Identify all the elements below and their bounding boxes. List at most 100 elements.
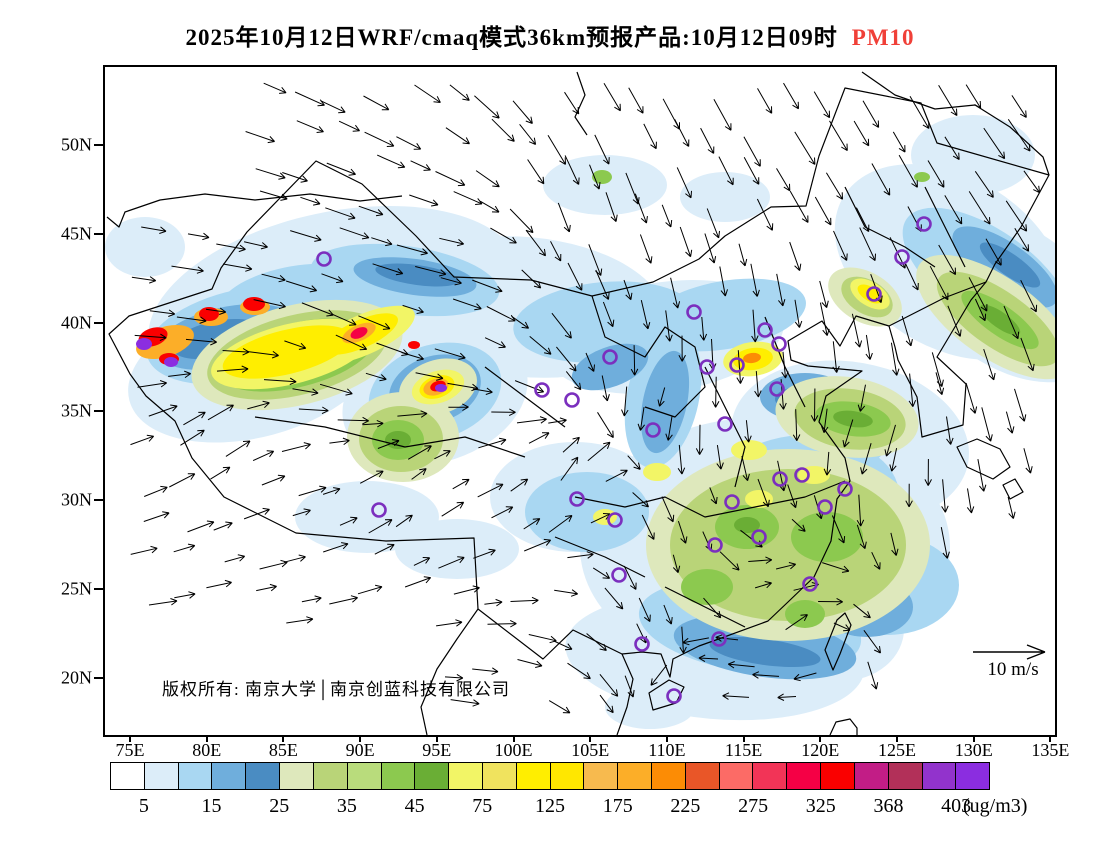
copyright-text: 版权所有: 南京大学│南京创蓝科技有限公司 — [162, 680, 511, 699]
lon-tick-mark — [359, 735, 362, 742]
lon-tick-label: 80E — [192, 740, 222, 760]
wind-arrow — [448, 403, 469, 411]
contour-blob — [745, 490, 773, 508]
wind-arrow — [449, 84, 470, 101]
coastline-path — [1002, 478, 1024, 500]
wind-arrow — [300, 196, 321, 206]
wind-arrow — [865, 334, 873, 360]
wind-arrow — [562, 436, 580, 453]
wind-arrow — [1011, 95, 1027, 118]
wind-arrow — [434, 348, 466, 360]
wind-arrow — [402, 304, 424, 314]
wind-arrow — [415, 266, 447, 277]
wind-arrow — [256, 583, 277, 592]
wind-arrow — [550, 241, 562, 262]
coastline-path — [616, 653, 634, 735]
contour-blob — [709, 636, 821, 668]
wind-arrow — [567, 551, 594, 559]
wind-arrow — [605, 192, 618, 222]
coastline-path — [829, 718, 858, 735]
wind-arrow — [901, 315, 913, 347]
wind-arrow — [639, 234, 653, 264]
wind-arrow — [519, 123, 537, 145]
wind-arrow — [909, 96, 930, 129]
wind-arrow — [130, 545, 158, 555]
wind-arrow — [818, 597, 843, 606]
wind-vector-field — [130, 82, 1041, 714]
wind-arrow — [246, 350, 279, 359]
colorbar-cell — [415, 763, 450, 789]
wind-arrow — [253, 299, 286, 310]
wind-arrow — [441, 501, 465, 517]
wind-arrow — [453, 585, 480, 595]
station-ring-marker — [794, 467, 810, 483]
wind-arrow — [321, 273, 344, 284]
lon-tick-label: 130E — [954, 740, 993, 760]
wind-arrow — [438, 556, 465, 569]
wind-arrow — [748, 556, 773, 564]
lon-tick-mark — [129, 735, 131, 742]
wind-arrow — [149, 309, 176, 317]
wind-arrow — [592, 567, 611, 579]
lon-tick-label: 110E — [648, 740, 686, 760]
wind-arrow — [792, 409, 801, 442]
wind-arrow — [319, 383, 353, 396]
wind-arrow — [602, 301, 615, 328]
coastline-path — [106, 193, 403, 228]
colorbar-cell — [111, 763, 145, 789]
wind-arrow — [977, 459, 987, 492]
wind-arrow — [484, 337, 506, 349]
wind-arrow — [371, 237, 393, 247]
contour-blob — [350, 327, 368, 339]
wind-arrow — [727, 661, 755, 669]
wind-arrow — [410, 160, 431, 171]
wind-arrow — [842, 419, 854, 448]
lat-tick-mark — [94, 588, 103, 590]
contour-blob — [136, 338, 152, 350]
colorbar-tick-value: 5 — [138, 795, 149, 817]
colorbar-cell — [212, 763, 247, 789]
wind-arrow — [511, 315, 530, 329]
wind-arrow — [216, 243, 246, 253]
wind-arrow — [484, 598, 503, 607]
wind-arrow — [856, 524, 867, 549]
wind-arrow — [935, 372, 945, 395]
wind-arrow — [453, 191, 483, 205]
lon-tick-mark — [512, 735, 515, 742]
station-ring-marker — [686, 304, 702, 320]
wind-arrow — [751, 309, 759, 343]
wind-arrow — [168, 370, 191, 379]
wind-arrow — [789, 241, 802, 271]
contour-blob — [164, 357, 178, 367]
wind-arrow — [752, 671, 780, 679]
colorbar-cell — [888, 763, 923, 789]
contour-blob — [243, 297, 265, 311]
wind-arrow — [940, 527, 950, 559]
wind-arrow — [173, 543, 196, 553]
wind-arrow — [491, 408, 516, 417]
contour-blob — [525, 472, 649, 552]
station-ring-marker — [837, 481, 853, 497]
lon-tick-label: 75E — [115, 740, 145, 760]
station-ring-marker — [866, 286, 882, 302]
wind-arrow — [585, 352, 595, 372]
wind-arrow — [322, 487, 341, 495]
wind-arrow — [863, 630, 881, 654]
wind-arrow — [409, 194, 439, 207]
wind-arrow — [623, 279, 633, 301]
wind-arrow — [396, 244, 428, 256]
colorbar-tick-value: 15 — [201, 795, 222, 817]
wind-arrow — [259, 559, 288, 570]
lon-tick-mark — [435, 735, 438, 742]
wind-arrow — [452, 298, 482, 311]
coastline-path — [574, 480, 846, 518]
wind-arrow — [213, 521, 233, 531]
wind-arrow — [148, 404, 178, 417]
wind-arrow — [335, 334, 368, 351]
lat-tick-mark — [94, 144, 103, 146]
wind-arrow — [884, 424, 896, 457]
lon-tick-label: 135E — [1031, 740, 1070, 760]
wind-arrow — [793, 672, 817, 682]
wind-arrow — [871, 551, 881, 570]
colorbar-tick-value: 35 — [336, 795, 357, 817]
